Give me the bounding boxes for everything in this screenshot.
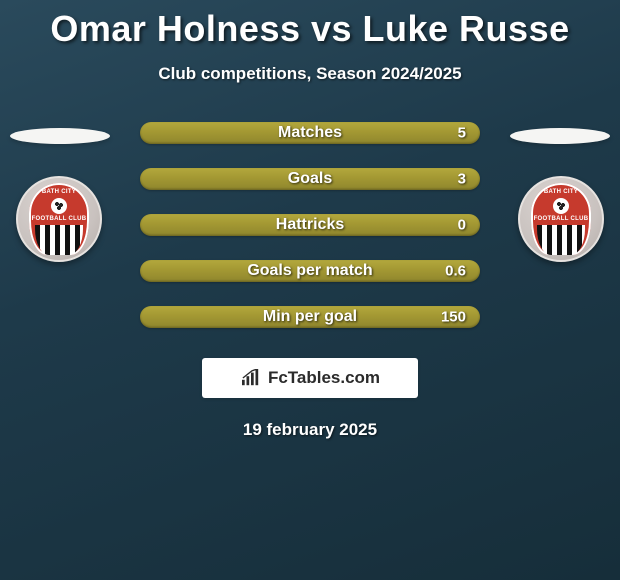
brand-label: FcTables.com	[268, 368, 380, 388]
stats-bars: Matches 5 Goals 3 Hattricks 0 Goals per …	[140, 122, 480, 328]
stat-label: Matches	[278, 124, 342, 142]
stat-value-right: 0	[458, 217, 466, 234]
stat-value-right: 150	[441, 309, 466, 326]
brand-box[interactable]: FcTables.com	[202, 358, 418, 398]
stat-label: Hattricks	[276, 216, 344, 234]
stat-bar-goals: Goals 3	[140, 168, 480, 190]
stat-label: Goals	[288, 170, 332, 188]
subtitle: Club competitions, Season 2024/2025	[0, 64, 620, 84]
date-text: 19 february 2025	[0, 420, 620, 440]
stat-label: Min per goal	[263, 308, 357, 326]
stats-container: Matches 5 Goals 3 Hattricks 0 Goals per …	[0, 122, 620, 328]
stat-bar-matches: Matches 5	[140, 122, 480, 144]
stat-value-right: 0.6	[445, 263, 466, 280]
stat-label: Goals per match	[247, 262, 372, 280]
stat-value-right: 3	[458, 171, 466, 188]
stat-bar-min-per-goal: Min per goal 150	[140, 306, 480, 328]
stat-bar-hattricks: Hattricks 0	[140, 214, 480, 236]
page-title: Omar Holness vs Luke Russe	[0, 0, 620, 50]
bar-chart-icon	[240, 369, 262, 387]
stat-value-right: 5	[458, 125, 466, 142]
stat-bar-goals-per-match: Goals per match 0.6	[140, 260, 480, 282]
